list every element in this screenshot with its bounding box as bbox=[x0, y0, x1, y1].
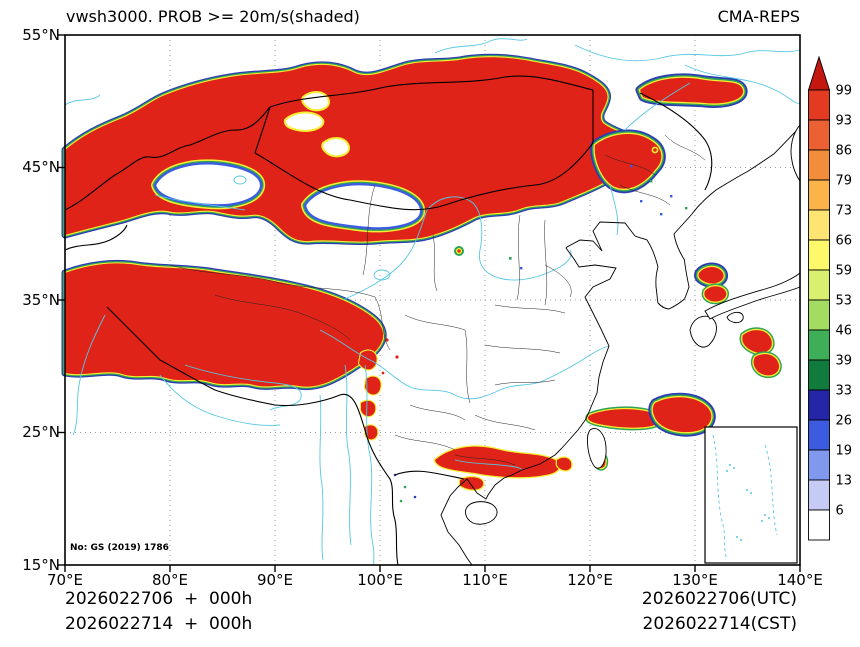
lat-label-45n: 45°N bbox=[22, 158, 60, 176]
model-name: CMA-REPS bbox=[717, 7, 800, 26]
colorbar-over-triangle bbox=[808, 56, 831, 91]
map-license-note: No: GS (2019) 1786 bbox=[70, 543, 169, 553]
lat-label-35n: 35°N bbox=[22, 291, 60, 309]
colorbar-cell bbox=[808, 359, 830, 391]
colorbar-cell bbox=[808, 329, 830, 361]
colorbar-cell bbox=[808, 179, 830, 211]
lon-label-100e: 100°E bbox=[357, 571, 403, 589]
sea-inset bbox=[704, 426, 798, 564]
colorbar-cell bbox=[808, 419, 830, 451]
colorbar-tick-label: 53 bbox=[836, 294, 853, 309]
footer-init-left-1: 2026022706 + 000h bbox=[65, 589, 253, 609]
colorbar-cell bbox=[808, 209, 830, 241]
colorbar-tick-label: 13 bbox=[836, 474, 853, 489]
colorbar-cell bbox=[808, 269, 830, 301]
lon-label-80e: 80°E bbox=[151, 571, 189, 589]
country-borders bbox=[64, 75, 713, 566]
colorbar-tick-label: 39 bbox=[836, 354, 853, 369]
colorbar-cell bbox=[808, 389, 830, 421]
colorbar-tick-label: 73 bbox=[836, 204, 853, 219]
lon-label-120e: 120°E bbox=[567, 571, 613, 589]
map bbox=[58, 34, 801, 572]
province-borders bbox=[169, 134, 706, 466]
lon-label-110e: 110°E bbox=[462, 571, 508, 589]
rivers bbox=[64, 38, 801, 566]
colorbar-legend: 99 93 86 79 73 66 59 53 46 39 33 26 19 13 6 bbox=[808, 56, 853, 541]
footer-init-left-2: 2026022714 + 000h bbox=[65, 614, 253, 634]
footer-time-utc: 2026022706(UTC) bbox=[641, 589, 797, 609]
colorbar-tick-label: 79 bbox=[836, 174, 853, 189]
colorbar-cell bbox=[808, 149, 830, 181]
colorbar-cell bbox=[808, 479, 830, 511]
colorbar-cell bbox=[808, 509, 830, 541]
colorbar-tick-label: 6 bbox=[836, 504, 844, 519]
colorbar-tick-label: 59 bbox=[836, 264, 853, 279]
lon-label-130e: 130°E bbox=[672, 571, 718, 589]
colorbar-tick-label: 93 bbox=[836, 114, 853, 129]
colorbar-tick-label: 33 bbox=[836, 384, 853, 399]
colorbar-cell bbox=[808, 449, 830, 481]
lat-label-15n: 15°N bbox=[22, 556, 60, 574]
lon-label-90e: 90°E bbox=[256, 571, 294, 589]
footer-time-cst: 2026022714(CST) bbox=[642, 614, 797, 634]
lon-label-70e: 70°E bbox=[46, 571, 84, 589]
lat-label-55n: 55°N bbox=[22, 26, 60, 44]
coastline bbox=[440, 123, 801, 566]
colorbar-cell bbox=[808, 89, 830, 121]
colorbar-cell bbox=[808, 119, 830, 151]
colorbar-tick-label: 26 bbox=[836, 414, 853, 429]
colorbar-tick-label: 66 bbox=[836, 234, 853, 249]
lon-label-140e: 140°E bbox=[777, 571, 823, 589]
colorbar-tick-label: 19 bbox=[836, 444, 853, 459]
colorbar-tick-label: 46 bbox=[836, 324, 853, 339]
colorbar-tick-label: 99 bbox=[836, 84, 853, 99]
colorbar-tick-label: 86 bbox=[836, 144, 853, 159]
colorbar-cell bbox=[808, 239, 830, 271]
lat-label-25n: 25°N bbox=[22, 423, 60, 441]
plot-frame bbox=[58, 34, 801, 572]
colorbar-cell bbox=[808, 299, 830, 331]
speckles bbox=[381, 146, 688, 503]
probability-shading bbox=[65, 57, 779, 503]
page-title: vwsh3000. PROB >= 20m/s(shaded) bbox=[66, 7, 360, 26]
